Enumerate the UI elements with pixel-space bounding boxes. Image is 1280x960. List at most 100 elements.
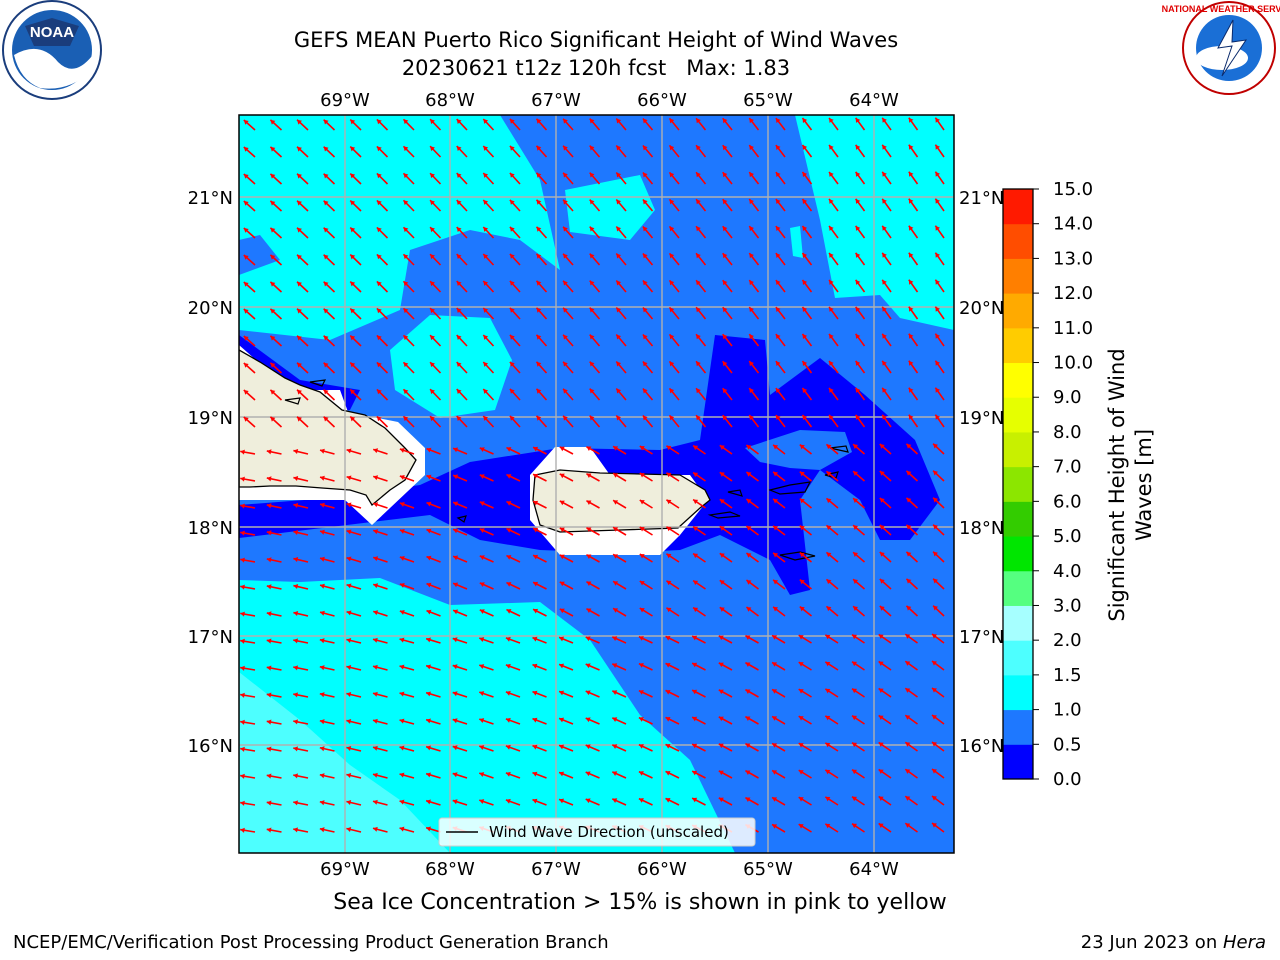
- wave-arrow-head: [746, 526, 752, 531]
- wave-arrow-head: [616, 307, 622, 313]
- wave-arrow-head: [506, 555, 512, 560]
- wave-arrow-head: [745, 743, 751, 748]
- wave-arrow-head: [456, 173, 462, 178]
- wave-arrow-head: [403, 173, 409, 179]
- wave-arrow-head: [642, 280, 648, 286]
- wave-arrow-head: [323, 335, 329, 341]
- wave-arrow-head: [722, 307, 728, 313]
- wave-arrow-head: [563, 415, 568, 421]
- wave-arrow-head: [509, 199, 515, 205]
- wave-arrow-head: [559, 446, 565, 452]
- wave-arrow-head: [479, 772, 485, 777]
- wave-arrow-head: [453, 447, 459, 453]
- wave-arrow-head: [320, 529, 325, 535]
- wave-arrow-head: [935, 414, 940, 420]
- wave-arrow-head: [905, 769, 911, 774]
- wave-arrow-head: [906, 551, 912, 557]
- colorbar-tick-label: 11.0: [1053, 318, 1093, 339]
- wave-arrow-head: [722, 361, 728, 367]
- wave-arrow-head: [240, 800, 245, 806]
- wave-arrow-head: [612, 636, 618, 641]
- wave-arrow-head: [456, 335, 462, 340]
- wave-arrow-head: [509, 118, 515, 124]
- wave-arrow-head: [319, 665, 325, 671]
- wave-arrow-head: [403, 227, 409, 233]
- wave-arrow-head: [612, 798, 618, 803]
- wave-arrow-head: [240, 638, 245, 644]
- wave-arrow-head: [773, 525, 779, 531]
- wave-arrow-head: [350, 254, 356, 260]
- wave-arrow-head: [905, 661, 911, 666]
- wave-arrow-head: [802, 118, 808, 123]
- wave-arrow-head: [829, 360, 834, 366]
- wave-arrow-head: [452, 772, 458, 778]
- wave-arrow-head: [638, 663, 644, 668]
- wave-arrow-head: [853, 444, 859, 449]
- wave-arrow-head: [853, 606, 859, 611]
- wave-arrow-head: [693, 607, 699, 613]
- wave-arrow-head: [452, 637, 458, 643]
- wave-arrow-head: [563, 118, 568, 124]
- wave-arrow-head: [772, 662, 778, 667]
- wave-arrow-head: [775, 361, 781, 367]
- wave-arrow-head: [536, 253, 542, 259]
- wave-arrow-head: [243, 255, 249, 260]
- wave-arrow-head: [586, 581, 592, 586]
- colorbar-segment: [1003, 293, 1033, 329]
- wave-arrow-head: [882, 414, 887, 420]
- wave-arrow-head: [403, 335, 409, 341]
- wave-arrow-head: [483, 226, 489, 232]
- wave-arrow-head: [882, 117, 887, 123]
- wave-arrow-head: [772, 797, 778, 802]
- wave-arrow-head: [403, 254, 409, 260]
- wave-arrow-head: [642, 226, 648, 232]
- wave-arrow-head: [669, 415, 675, 421]
- wave-arrow-head: [665, 743, 671, 749]
- wave-arrow-head: [266, 746, 272, 752]
- wave-arrow-head: [935, 171, 940, 177]
- wave-arrow-head: [616, 172, 622, 178]
- lat-label-right: 19°N: [959, 408, 1004, 429]
- wave-arrow-head: [453, 501, 459, 507]
- lon-label-bottom: 66°W: [637, 859, 687, 880]
- wave-arrow-head: [908, 144, 914, 150]
- wave-arrow-head: [719, 607, 725, 612]
- wave-arrow-head: [350, 416, 356, 422]
- wave-arrow-head: [745, 662, 751, 667]
- wave-arrow-head: [589, 415, 595, 421]
- wave-arrow-head: [882, 225, 887, 231]
- wave-arrow-head: [908, 171, 914, 177]
- wave-arrow-head: [878, 634, 884, 640]
- wave-arrow-head: [692, 716, 698, 722]
- wave-arrow-head: [749, 334, 754, 340]
- wave-arrow-head: [696, 361, 701, 367]
- wave-arrow-head: [266, 476, 272, 482]
- wave-arrow-head: [373, 502, 379, 508]
- wave-arrow-head: [908, 414, 914, 420]
- wave-arrow-head: [908, 387, 914, 393]
- wave-arrow-head: [826, 525, 832, 531]
- colorbar-tick-label: 0.5: [1053, 734, 1082, 755]
- wave-arrow-head: [882, 198, 887, 204]
- wave-arrow-head: [616, 226, 622, 232]
- wave-arrow-head: [243, 174, 249, 179]
- wave-arrow-head: [613, 608, 619, 613]
- wave-arrow-head: [346, 556, 352, 562]
- wave-arrow-head: [346, 745, 352, 752]
- wave-arrow-head: [802, 226, 808, 231]
- wave-arrow-head: [346, 664, 352, 671]
- wave-arrow-head: [855, 198, 861, 204]
- wave-arrow-head: [669, 388, 675, 394]
- wave-arrow-head: [693, 526, 699, 532]
- wave-arrow-head: [589, 253, 595, 259]
- wave-arrow-head: [882, 279, 887, 285]
- wave-arrow-head: [536, 118, 542, 124]
- wave-arrow-head: [293, 530, 299, 536]
- wave-arrow-head: [505, 717, 511, 723]
- wave-arrow-head: [536, 361, 542, 367]
- wave-arrow-head: [638, 636, 644, 641]
- wave-arrow-head: [775, 226, 781, 232]
- wave-arrow-head: [931, 742, 937, 747]
- wave-arrow-head: [882, 360, 887, 366]
- wave-arrow-head: [559, 771, 565, 777]
